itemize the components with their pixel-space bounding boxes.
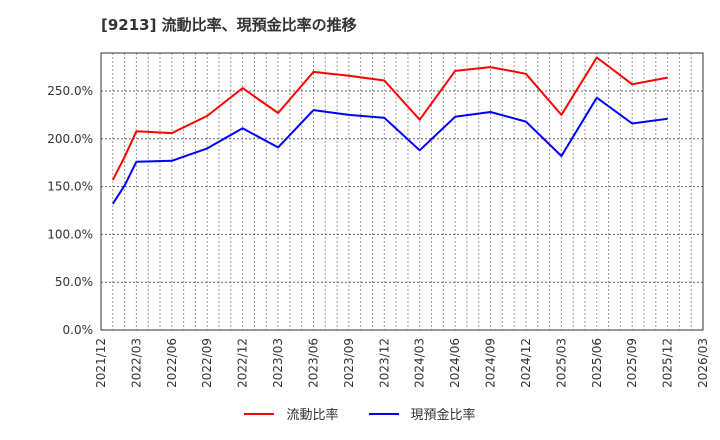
svg-text:2024/03: 2024/03	[413, 338, 427, 388]
svg-text:2023/09: 2023/09	[342, 338, 356, 388]
svg-text:2023/03: 2023/03	[271, 338, 285, 388]
svg-text:2022/03: 2022/03	[129, 338, 143, 388]
svg-text:100.0%: 100.0%	[47, 227, 93, 241]
svg-text:2024/09: 2024/09	[484, 338, 498, 388]
svg-text:200.0%: 200.0%	[47, 132, 93, 146]
svg-text:2024/06: 2024/06	[448, 338, 462, 388]
svg-text:2026/03: 2026/03	[696, 338, 710, 388]
legend-item-cash-ratio: 現預金比率	[368, 404, 476, 423]
svg-text:2025/12: 2025/12	[661, 338, 675, 388]
svg-text:2022/06: 2022/06	[165, 338, 179, 388]
y-axis-ticks: 0.0% 50.0% 100.0% 150.0% 200.0% 250.0%	[47, 84, 93, 337]
chart-title: [9213] 流動比率、現預金比率の推移	[101, 16, 357, 34]
legend-swatch-blue	[368, 412, 399, 415]
svg-text:2021/12: 2021/12	[94, 338, 108, 388]
svg-text:2022/09: 2022/09	[200, 338, 214, 388]
svg-text:50.0%: 50.0%	[55, 275, 93, 289]
svg-text:2023/06: 2023/06	[306, 338, 320, 388]
svg-text:150.0%: 150.0%	[47, 180, 93, 194]
legend-label: 流動比率	[286, 408, 339, 423]
svg-text:250.0%: 250.0%	[47, 84, 93, 98]
svg-text:2025/09: 2025/09	[625, 338, 639, 388]
plot-frame	[100, 52, 704, 331]
data-series	[111, 56, 668, 205]
x-axis-ticks: 2021/12 2022/03 2022/06 2022/09 2022/12 2023/…	[94, 338, 710, 388]
svg-text:2022/12: 2022/12	[236, 338, 250, 388]
legend-item-current-ratio: 流動比率	[244, 404, 339, 423]
legend-swatch-red	[244, 412, 275, 415]
svg-text:2025/03: 2025/03	[554, 338, 568, 388]
svg-text:0.0%: 0.0%	[63, 323, 94, 337]
svg-text:2024/12: 2024/12	[519, 338, 533, 388]
svg-text:2023/12: 2023/12	[377, 338, 391, 388]
grid-lines	[101, 53, 703, 330]
legend: 流動比率 現預金比率	[0, 404, 720, 423]
legend-label: 現預金比率	[410, 408, 476, 423]
svg-text:2025/06: 2025/06	[590, 338, 604, 388]
